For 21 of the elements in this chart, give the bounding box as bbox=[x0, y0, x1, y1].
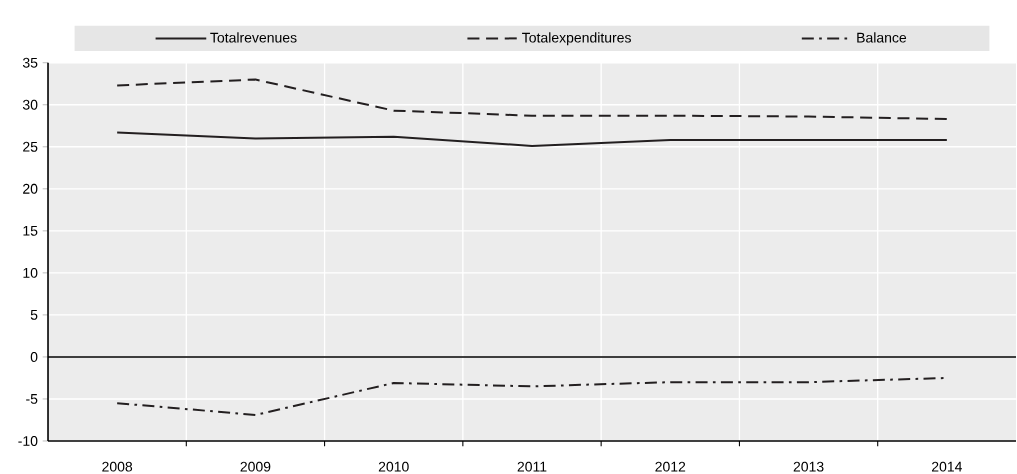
x-tick-label: 2009 bbox=[240, 461, 271, 472]
legend-label: Totalexpenditures bbox=[522, 32, 631, 46]
legend-label: Totalrevenues bbox=[210, 32, 297, 43]
y-tick-label: 25 bbox=[23, 141, 38, 152]
legend-label: Balance bbox=[857, 32, 907, 43]
y-tick-label: 10 bbox=[23, 267, 38, 278]
x-tick-label: 2014 bbox=[931, 461, 962, 472]
y-tick-label: -10 bbox=[18, 436, 38, 446]
x-tick-label: 2012 bbox=[655, 461, 686, 472]
x-tick-label: 2008 bbox=[102, 461, 133, 472]
x-tick-label: 2013 bbox=[793, 461, 824, 472]
x-tick-label: 2011 bbox=[517, 461, 547, 472]
y-tick-label: 15 bbox=[23, 225, 38, 236]
y-tick-label: 5 bbox=[30, 310, 38, 320]
x-tick-label: 2010 bbox=[378, 461, 409, 472]
y-tick-label: 20 bbox=[23, 183, 38, 194]
line-series bbox=[116, 78, 948, 121]
y-tick-label: 30 bbox=[22, 99, 38, 110]
y-tick-label: 0 bbox=[30, 351, 38, 362]
y-tick-label: -5 bbox=[26, 394, 38, 404]
y-tick-label: 35 bbox=[22, 57, 38, 68]
